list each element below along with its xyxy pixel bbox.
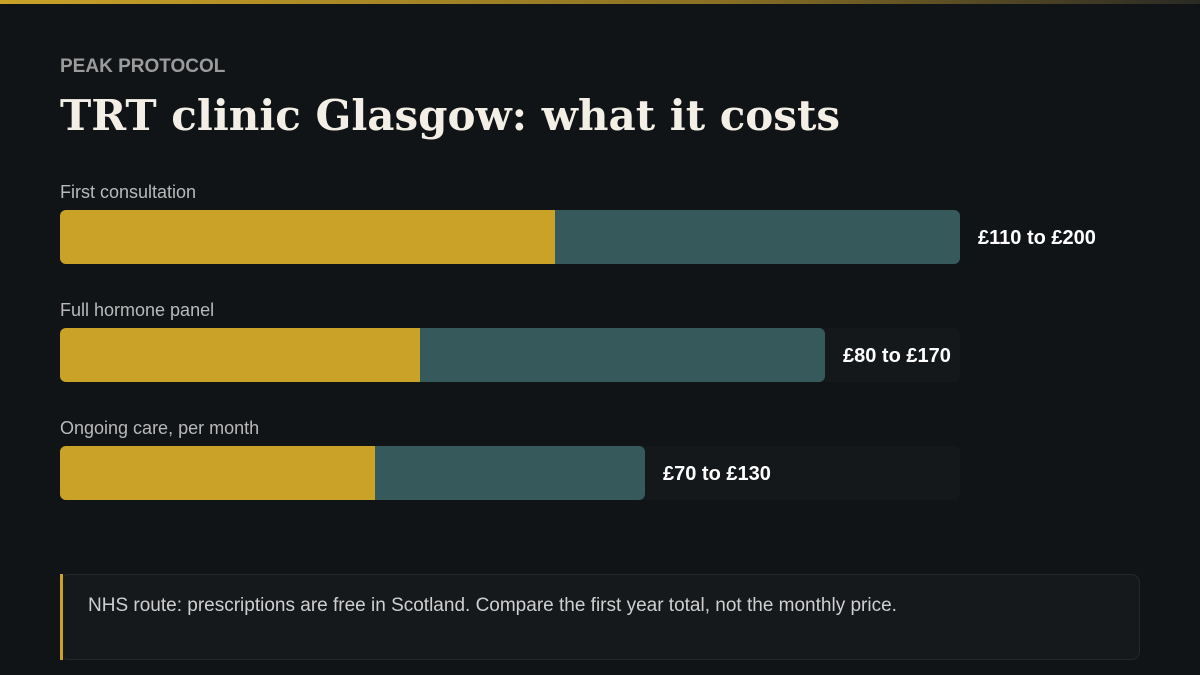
note: NHS route: prescriptions are free in Sco… (88, 595, 897, 616)
category-label: Full hormone panel (60, 300, 214, 320)
low-bar (60, 210, 555, 264)
low-bar (60, 446, 375, 500)
low-bar-edge (367, 446, 375, 500)
category-label: First consultation (60, 182, 196, 202)
top-accent (0, 0, 1200, 4)
note-box (60, 574, 1140, 660)
note-accent (60, 574, 63, 660)
value-label: £70 to £130 (663, 463, 771, 485)
low-bar (60, 328, 420, 382)
kicker: PEAK PROTOCOL (60, 56, 226, 77)
low-bar-edge (412, 328, 420, 382)
bars: First consultation £110 to £200 Full hormo… (60, 182, 1096, 500)
chart-title: TRT clinic Glasgow: what it costs (60, 91, 840, 140)
low-bar-edge (547, 210, 555, 264)
value-label: £80 to £170 (843, 345, 951, 367)
category-label: Ongoing care, per month (60, 418, 259, 438)
value-label: £110 to £200 (978, 227, 1096, 249)
